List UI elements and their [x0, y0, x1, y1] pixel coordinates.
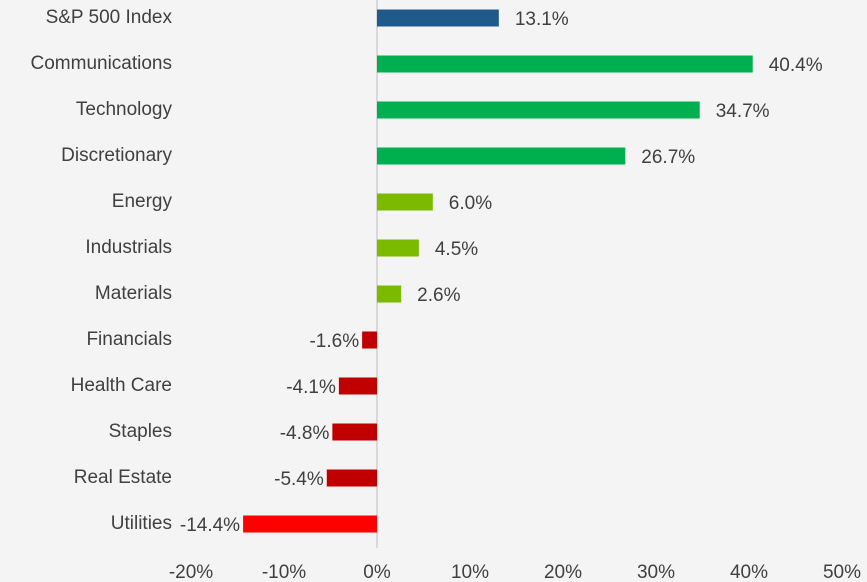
x-tick-label: 0% — [363, 562, 391, 582]
category-label: Health Care — [71, 375, 172, 396]
bar — [332, 423, 377, 441]
bar — [377, 193, 433, 211]
value-label: 6.0% — [449, 193, 492, 214]
value-label: 4.5% — [435, 239, 478, 260]
bar — [362, 331, 377, 349]
value-label: -4.8% — [280, 423, 330, 444]
bar — [377, 239, 419, 257]
category-label: Discretionary — [61, 145, 172, 166]
category-label: Financials — [86, 329, 172, 350]
bar — [377, 285, 402, 303]
value-label: 40.4% — [769, 55, 823, 76]
bar — [338, 377, 377, 395]
x-tick-label: 30% — [637, 562, 675, 582]
x-tick-label: -10% — [262, 562, 306, 582]
category-label: Energy — [112, 191, 173, 212]
bar — [243, 515, 377, 533]
value-label: 2.6% — [417, 285, 460, 306]
value-label: -4.1% — [286, 377, 336, 398]
category-label: S&P 500 Index — [46, 7, 173, 28]
x-tick-label: 40% — [730, 562, 768, 582]
category-label: Utilities — [111, 513, 172, 534]
category-label: Real Estate — [74, 467, 172, 488]
value-label: 34.7% — [716, 101, 770, 122]
value-label: 13.1% — [515, 9, 569, 30]
category-label: Staples — [109, 421, 172, 442]
x-tick-label: 10% — [451, 562, 489, 582]
category-label: Communications — [31, 53, 173, 74]
category-label: Technology — [76, 99, 173, 120]
value-label: -14.4% — [180, 515, 240, 536]
bar — [377, 9, 499, 27]
bar — [377, 101, 700, 119]
x-tick-label: 20% — [544, 562, 582, 582]
value-label: -5.4% — [274, 469, 324, 490]
x-tick-label: 50% — [823, 562, 861, 582]
x-tick-label: -20% — [169, 562, 213, 582]
value-label: 26.7% — [641, 147, 695, 168]
category-label: Materials — [95, 283, 172, 304]
value-label: -1.6% — [309, 331, 359, 352]
bar — [326, 469, 377, 487]
bar — [377, 147, 626, 165]
bar — [377, 55, 753, 73]
category-label: Industrials — [85, 237, 172, 258]
